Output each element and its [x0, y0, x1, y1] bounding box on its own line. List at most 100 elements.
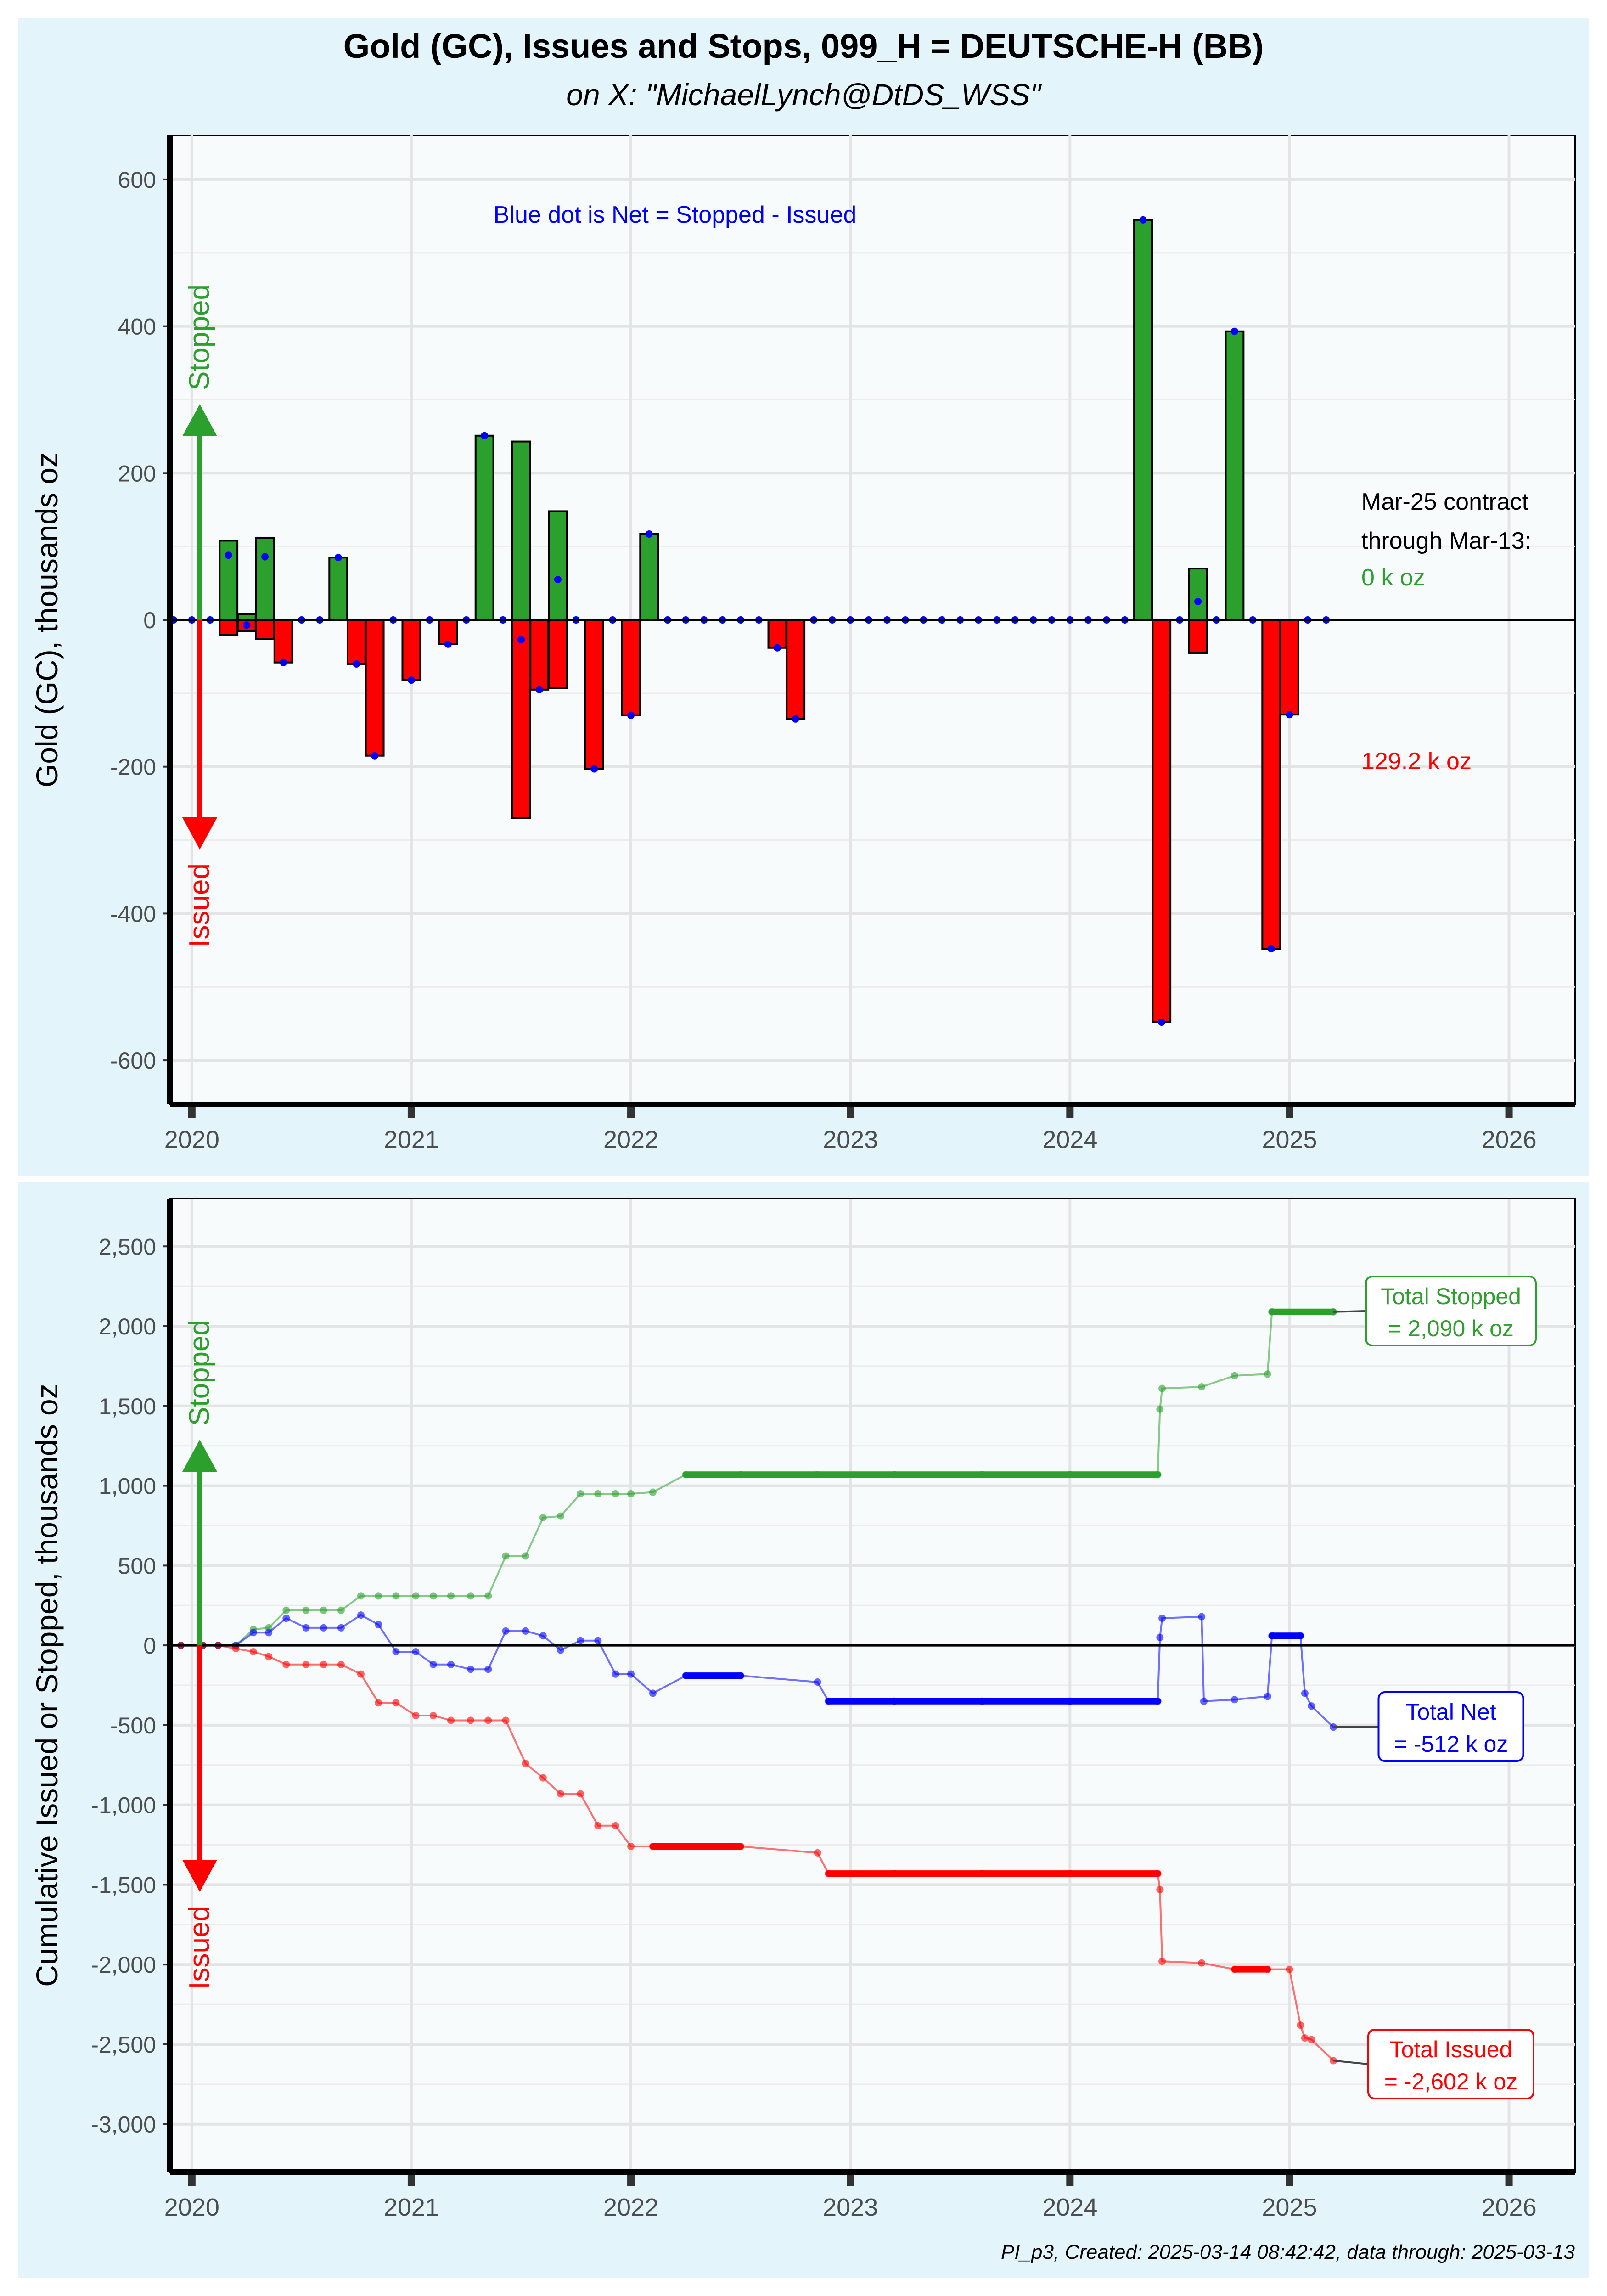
contract-note-line1: Mar-25 contract [1361, 489, 1529, 515]
net-dot [517, 636, 525, 644]
series-point-1 [1198, 1613, 1206, 1621]
net-dot [590, 765, 598, 773]
top-y-tick-label: 600 [118, 167, 156, 193]
series-point-1 [265, 1629, 273, 1637]
series-point-1 [467, 1666, 475, 1673]
series-point-0 [539, 1514, 547, 1522]
bottom-y-tick-label: -500 [110, 1713, 156, 1739]
bottom-y-tick-label: 0 [143, 1633, 156, 1659]
bottom-gridlines [170, 1199, 1575, 2172]
contract-stopped-value: 0 k oz [1361, 564, 1425, 591]
series-point-2 [737, 1843, 745, 1851]
series-point-0 [612, 1490, 619, 1497]
bottom-issued-arrow-head [182, 1860, 217, 1892]
bottom-x-tick-label: 2022 [603, 2194, 658, 2221]
net-dot [1267, 945, 1275, 953]
series-point-0 [484, 1592, 492, 1600]
net-dot [225, 551, 232, 559]
series-point-1 [612, 1670, 619, 1678]
series-point-0 [1156, 1405, 1164, 1413]
top-bars [170, 216, 1330, 1026]
top-axes: 600 400 200 0 -200 -400 -600 2020 2021 2022 2023 20… [30, 135, 1575, 1154]
top-x-tick-label: 2024 [1042, 1126, 1097, 1154]
top-y-tick-label: -400 [110, 901, 156, 927]
series-point-2 [302, 1660, 310, 1668]
chart-subtitle: on X: "MichaelLynch@DtDS_WSS" [566, 78, 1041, 112]
net-dot [444, 640, 452, 648]
net-dot [627, 711, 635, 719]
series-point-1 [737, 1672, 745, 1680]
series-point-0 [1066, 1471, 1074, 1479]
series-point-0 [357, 1592, 365, 1600]
series-point-2 [392, 1699, 400, 1707]
series-point-1 [825, 1697, 832, 1705]
series-point-2 [1154, 1870, 1162, 1878]
bottom-series-labels: Total Stopped = 2,090 k oz Total Net = -512… [1333, 1276, 1537, 2099]
series-point-1 [649, 1689, 657, 1697]
series-point-0 [1198, 1383, 1206, 1391]
top-y-tick-label: 200 [118, 461, 156, 486]
series-point-0 [1231, 1372, 1238, 1379]
series-label-leader [1333, 2060, 1369, 2065]
series-label-total: = -2,602 k oz [1384, 2069, 1517, 2094]
top-stopped-arrow-label: Stopped [184, 284, 215, 390]
series-point-1 [682, 1672, 690, 1680]
bottom-y-tick-label: 500 [118, 1553, 156, 1579]
series-point-0 [429, 1592, 437, 1600]
series-point-2 [682, 1843, 690, 1851]
net-dot [261, 553, 269, 561]
series-point-1 [814, 1678, 821, 1686]
series-point-2 [320, 1660, 327, 1668]
series-label-name: Total Net [1405, 1699, 1496, 1725]
bottom-y-tick-label: 1,000 [99, 1474, 156, 1499]
bottom-y-tick-label: 2,000 [99, 1314, 156, 1339]
issued-bar [1188, 619, 1208, 654]
series-point-2 [265, 1653, 273, 1660]
series-point-1 [1156, 1633, 1164, 1641]
issued-bar [438, 619, 458, 645]
series-point-2 [249, 1648, 257, 1656]
series-point-2 [1158, 1958, 1166, 1965]
series-point-0 [649, 1488, 657, 1496]
series-point-2 [447, 1716, 455, 1724]
bottom-y-tick-label: -1,500 [91, 1872, 156, 1898]
series-label-box [1377, 1691, 1524, 1762]
top-y-axis-label: Gold (GC), thousands oz [30, 452, 64, 788]
series-point-2 [1308, 2036, 1315, 2043]
series-point-1 [249, 1629, 257, 1637]
net-dot [1157, 1018, 1165, 1026]
net-dot [353, 660, 360, 668]
series-point-1 [594, 1637, 602, 1644]
bottom-x-tick-label: 2020 [164, 2194, 219, 2221]
series-point-1 [484, 1666, 492, 1673]
series-point-1 [357, 1611, 365, 1619]
bottom-x-tick-label: 2024 [1042, 2194, 1097, 2221]
top-stopped-arrow-head [182, 404, 217, 436]
series-label-box [1367, 2029, 1534, 2099]
series-point-0 [1264, 1370, 1271, 1378]
series-point-2 [282, 1660, 290, 1668]
series-point-1 [1297, 1632, 1304, 1640]
series-line-1 [180, 1614, 1334, 1728]
series-point-0 [282, 1606, 290, 1614]
series-point-0 [1268, 1308, 1276, 1316]
net-dot [371, 752, 379, 760]
series-point-1 [429, 1660, 437, 1668]
top-x-tick-label: 2026 [1481, 1126, 1536, 1154]
series-point-2 [484, 1716, 492, 1724]
series-point-0 [467, 1592, 475, 1600]
net-dot [792, 715, 799, 723]
series-point-0 [1154, 1471, 1162, 1479]
series-point-2 [502, 1716, 510, 1724]
net-dot [1139, 216, 1147, 224]
top-x-tick-label: 2025 [1262, 1126, 1317, 1154]
series-point-1 [1231, 1696, 1238, 1704]
series-point-1 [557, 1646, 565, 1654]
bottom-y-tick-label: -2,000 [91, 1952, 156, 1978]
bottom-y-tick-label: 1,500 [99, 1394, 156, 1419]
series-label-total: = -512 k oz [1394, 1731, 1508, 1757]
series-point-2 [649, 1843, 657, 1851]
net-dot [773, 644, 781, 652]
